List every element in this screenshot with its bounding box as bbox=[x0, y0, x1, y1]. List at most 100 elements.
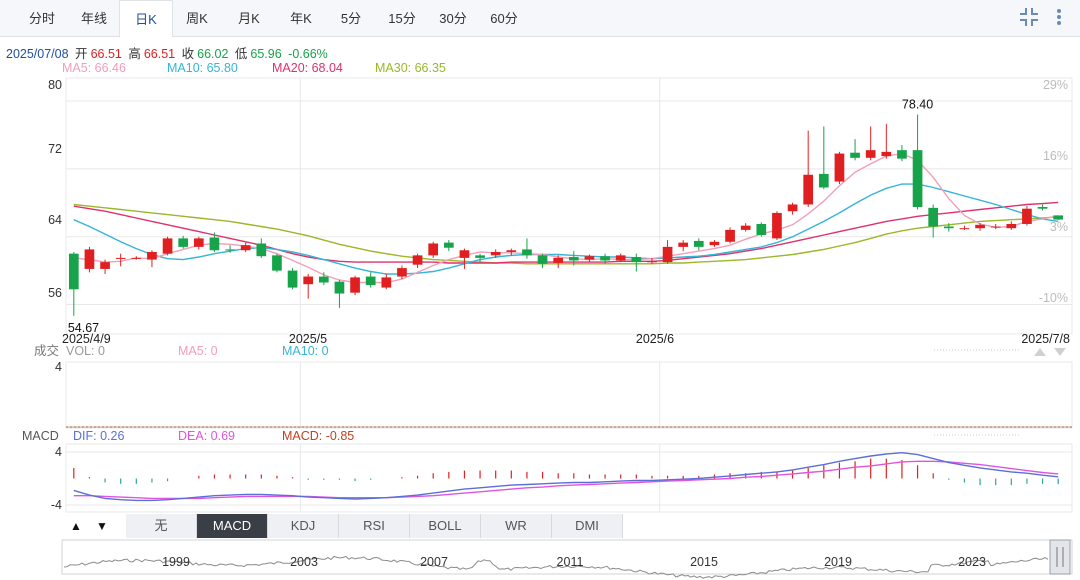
info-open: 66.51 bbox=[90, 47, 122, 61]
indicator-tab-wr[interactable]: WR bbox=[481, 514, 552, 538]
collapse-icon[interactable] bbox=[1018, 6, 1040, 33]
period-tab-bar: 分时 年线 日K 周K 月K 年K 5分 15分 30分 60分 bbox=[0, 0, 1080, 38]
candle bbox=[912, 114, 923, 210]
candle bbox=[756, 222, 767, 237]
candle-body bbox=[975, 224, 985, 229]
candle-body bbox=[115, 257, 126, 259]
candle bbox=[1053, 215, 1064, 221]
candle bbox=[443, 240, 454, 252]
pct-tick-16: 16% bbox=[1043, 149, 1068, 163]
ma30-legend: MA30: 66.35 bbox=[375, 61, 446, 75]
candle bbox=[818, 126, 829, 190]
tab-timeshare[interactable]: 分时 bbox=[28, 11, 55, 26]
candle-body bbox=[412, 255, 423, 265]
candle-body bbox=[678, 242, 689, 247]
candle-body bbox=[897, 150, 907, 159]
candle bbox=[615, 253, 626, 263]
candle-body bbox=[459, 250, 470, 258]
candle-body bbox=[193, 238, 204, 247]
candle-body bbox=[568, 257, 579, 261]
indicator-tab-macd[interactable]: MACD bbox=[197, 514, 268, 538]
candle bbox=[459, 248, 470, 269]
indicator-tab-boll[interactable]: BOLL bbox=[410, 514, 481, 538]
candle bbox=[975, 223, 985, 231]
navigator-handle[interactable] bbox=[1049, 539, 1071, 575]
macd-label: MACD bbox=[22, 429, 59, 443]
indicator-next-button[interactable]: ▼ bbox=[96, 519, 108, 533]
candle bbox=[943, 223, 954, 232]
tab-yearline[interactable]: 年线 bbox=[80, 11, 107, 26]
tab-5min[interactable]: 5分 bbox=[340, 11, 362, 26]
candle-body bbox=[584, 256, 595, 260]
tab-week-k[interactable]: 周K bbox=[186, 11, 208, 26]
candle bbox=[318, 272, 329, 286]
indicator-tab-rsi[interactable]: RSI bbox=[339, 514, 410, 538]
nav-year-2019: 2019 bbox=[824, 555, 852, 569]
candle bbox=[193, 236, 204, 250]
tab-60min[interactable]: 60分 bbox=[490, 11, 518, 26]
ma30-line bbox=[73, 203, 1059, 265]
high-annotation: 78.40 bbox=[902, 98, 933, 112]
info-high-label: 高 bbox=[128, 47, 141, 61]
candle-body bbox=[881, 151, 892, 157]
indicator-tab-none[interactable]: 无 bbox=[126, 514, 197, 538]
tab-day-k[interactable]: 日K bbox=[119, 0, 173, 38]
nav-year-1999: 1999 bbox=[162, 555, 190, 569]
tab-year-k[interactable]: 年K bbox=[290, 11, 312, 26]
candle-body bbox=[850, 152, 860, 158]
price-ytick-64: 64 bbox=[48, 213, 62, 227]
candle bbox=[803, 130, 814, 207]
candle-body bbox=[631, 257, 642, 263]
candle-body bbox=[709, 241, 720, 246]
tab-month-k[interactable]: 月K bbox=[238, 11, 260, 26]
candle-body bbox=[475, 255, 485, 258]
candle bbox=[412, 253, 423, 269]
candle-body bbox=[428, 243, 439, 256]
candle bbox=[225, 245, 235, 253]
macd-lines bbox=[73, 451, 1059, 502]
candle bbox=[162, 236, 173, 256]
indicator-prev-button[interactable]: ▲ bbox=[70, 519, 82, 533]
info-low: 65.96 bbox=[250, 47, 282, 61]
candle-body bbox=[318, 276, 329, 283]
candle-body bbox=[912, 150, 923, 207]
candle bbox=[475, 253, 485, 263]
candle-body bbox=[84, 249, 95, 269]
candle bbox=[1006, 221, 1017, 230]
candle bbox=[787, 202, 798, 215]
candle-body bbox=[256, 243, 267, 257]
nav-year-2023: 2023 bbox=[958, 555, 986, 569]
candle-body bbox=[740, 225, 751, 230]
navigator-frame[interactable] bbox=[61, 539, 1073, 575]
candle bbox=[850, 139, 860, 161]
tab-15min[interactable]: 15分 bbox=[388, 11, 416, 26]
candle bbox=[68, 251, 79, 316]
candle bbox=[147, 250, 157, 268]
candle-body bbox=[397, 268, 407, 277]
candle bbox=[506, 248, 517, 256]
vol-scroll-down-icon[interactable] bbox=[1054, 348, 1066, 356]
candle bbox=[100, 259, 110, 275]
navigator-trace bbox=[63, 555, 1049, 579]
candle bbox=[84, 246, 95, 273]
candle-body bbox=[131, 257, 142, 259]
candle bbox=[647, 257, 657, 264]
candle bbox=[256, 238, 267, 258]
indicator-tab-kdj[interactable]: KDJ bbox=[268, 514, 339, 538]
more-vertical-icon[interactable] bbox=[1054, 6, 1064, 33]
dif-line bbox=[73, 451, 1059, 502]
ma10-line bbox=[73, 183, 1059, 275]
vol-scroll-up-icon[interactable] bbox=[1034, 348, 1046, 356]
pct-tick-neg10: -10% bbox=[1039, 291, 1068, 305]
pct-tick-3: 3% bbox=[1050, 220, 1068, 234]
candle-body bbox=[365, 276, 376, 286]
candle-body bbox=[147, 251, 157, 260]
candle bbox=[709, 240, 720, 247]
candle bbox=[740, 223, 751, 232]
macd-pane-frame bbox=[65, 443, 1073, 513]
candle bbox=[209, 232, 220, 252]
candle-body bbox=[225, 249, 235, 251]
indicator-tab-dmi[interactable]: DMI bbox=[552, 514, 623, 538]
tab-30min[interactable]: 30分 bbox=[439, 11, 467, 26]
